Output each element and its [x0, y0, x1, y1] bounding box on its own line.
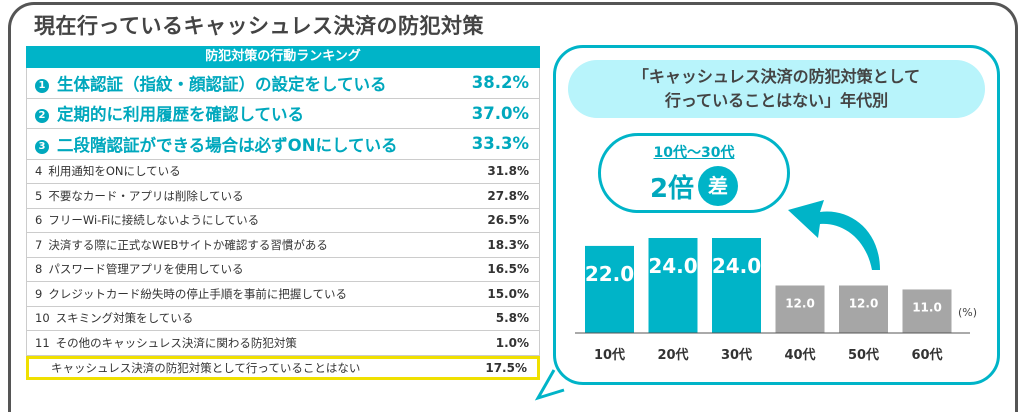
row-percent: 31.8% [487, 164, 529, 179]
category-label: 40代 [784, 347, 815, 363]
table-row: 5 不要なカード・アプリは削除している 27.8% [26, 184, 540, 209]
row-label: 二段階認証ができる場合は必ずONにしている [57, 135, 398, 155]
table-row: 2 定期的に利用履歴を確認している 37.0% [26, 98, 540, 129]
category-label: 20代 [657, 347, 688, 363]
curved-arrow-icon [788, 200, 880, 270]
age-panel [553, 45, 1000, 385]
row-label: 不要なカード・アプリは削除している [48, 188, 244, 203]
rank-badge: 3 [35, 139, 49, 154]
row-percent: 16.5% [487, 262, 529, 277]
age-bar-chart: 22.0 10代 24.0 20代 24.0 30代 12.0 40代 12.0 50代 11.0 6… [575, 238, 970, 363]
rank-badge: 2 [35, 109, 49, 124]
row-percent: 15.0% [487, 286, 529, 301]
row-percent: 26.5% [487, 213, 529, 228]
bar-value-label: 11.0 [912, 300, 942, 314]
category-label: 10代 [594, 347, 625, 363]
rank-number: 8 [35, 262, 43, 277]
row-percent: 18.3% [487, 237, 529, 252]
callout-oval: 10代～30代 2倍差 [598, 133, 790, 213]
rank-number: 10 [35, 311, 50, 326]
table-row: 3 二段階認証ができる場合は必ずONにしている 33.3% [26, 129, 540, 160]
rank-number: 11 [35, 335, 50, 350]
row-percent: 5.8% [495, 311, 529, 326]
rank-number: 7 [35, 237, 43, 252]
callout-value: 2倍 [649, 173, 695, 204]
bar-value-label: 12.0 [785, 297, 815, 311]
table-row: 6 フリーWi-Fiに接続しないようにしている 26.5% [26, 208, 540, 233]
table-row: 4 利用通知をONにしている 31.8% [26, 159, 540, 184]
table-row: 9 クレジットカード紛失時の停止手順を事前に把握している 15.0% [26, 282, 540, 307]
table-row: 1 生体認証（指紋・顔認証）の設定をしている 38.2% [26, 68, 540, 99]
row-label: 定期的に利用履歴を確認している [57, 105, 305, 125]
table-row: 11 その他のキャッシュレス決済に関わる防犯対策 1.0% [26, 331, 540, 356]
unit-label: (%) [958, 306, 978, 319]
category-label: 60代 [911, 347, 942, 363]
callout-range: 10代～30代 [653, 145, 735, 161]
rank-number: 6 [35, 213, 43, 228]
row-percent: 17.5% [485, 360, 527, 375]
category-label: 30代 [721, 347, 752, 363]
rank-number: 4 [35, 164, 43, 179]
rank-number: 5 [35, 188, 43, 203]
bar-60代 [902, 289, 952, 333]
bar-value-label: 22.0 [585, 262, 634, 286]
highlight-row: キャッシュレス決済の防犯対策として行っていることはない 17.5% [26, 355, 540, 380]
row-label: クレジットカード紛失時の停止手順を事前に把握している [48, 286, 347, 301]
bar-50代 [839, 285, 888, 333]
bar-10代 [585, 245, 634, 333]
category-label: 50代 [848, 347, 879, 363]
row-label: 生体認証（指紋・顔認証）の設定をしている [57, 74, 387, 94]
bar-value-label: 24.0 [712, 254, 761, 278]
row-label: パスワード管理アプリを使用している [48, 262, 244, 277]
panel-title-line1: 「キャッシュレス決済の防犯対策として [632, 67, 921, 86]
table-row: 8 パスワード管理アプリを使用している 16.5% [26, 257, 540, 282]
row-percent: 27.8% [487, 188, 529, 203]
table-row: 7 決済する際に正式なWEBサイトか確認する習慣がある 18.3% [26, 233, 540, 258]
row-percent: 33.3% [471, 134, 529, 154]
row-label: フリーWi-Fiに接続しないようにしている [48, 213, 260, 228]
bar-40代 [775, 285, 825, 333]
row-label: 利用通知をONにしている [48, 164, 181, 179]
frame [8, 2, 1018, 412]
row-percent: 38.2% [471, 73, 529, 93]
bar-20代 [648, 238, 698, 333]
bar-30代 [712, 238, 761, 333]
table-row: 10 スキミング対策をしている 5.8% [26, 306, 540, 331]
rank-number: 9 [35, 286, 43, 301]
panel-title-line2: 行っていることはない」年代別 [664, 91, 889, 110]
row-label: スキミング対策をしている [55, 311, 194, 326]
row-label: 決済する際に正式なWEBサイトか確認する習慣がある [48, 237, 328, 252]
rank-badge: 1 [35, 78, 49, 93]
row-percent: 37.0% [471, 103, 529, 123]
row-percent: 1.0% [495, 335, 529, 350]
row-label: その他のキャッシュレス決済に関わる防犯対策 [55, 335, 297, 350]
row-label: キャッシュレス決済の防犯対策として行っていることはない [51, 360, 361, 375]
callout-badge: 差 [698, 166, 739, 206]
ranking-table: 防犯対策の行動ランキング 1 生体認証（指紋・顔認証）の設定をしている 38.2% 2… [26, 46, 540, 380]
bar-value-label: 24.0 [648, 254, 697, 278]
page-title: 現在行っているキャッシュレス決済の防犯対策 [34, 14, 485, 38]
panel-title: 「キャッシュレス決済の防犯対策として 行っていることはない」年代別 [568, 60, 985, 118]
bar-value-label: 12.0 [849, 297, 879, 311]
callout-tail [534, 369, 565, 401]
table-header: 防犯対策の行動ランキング [26, 46, 540, 68]
